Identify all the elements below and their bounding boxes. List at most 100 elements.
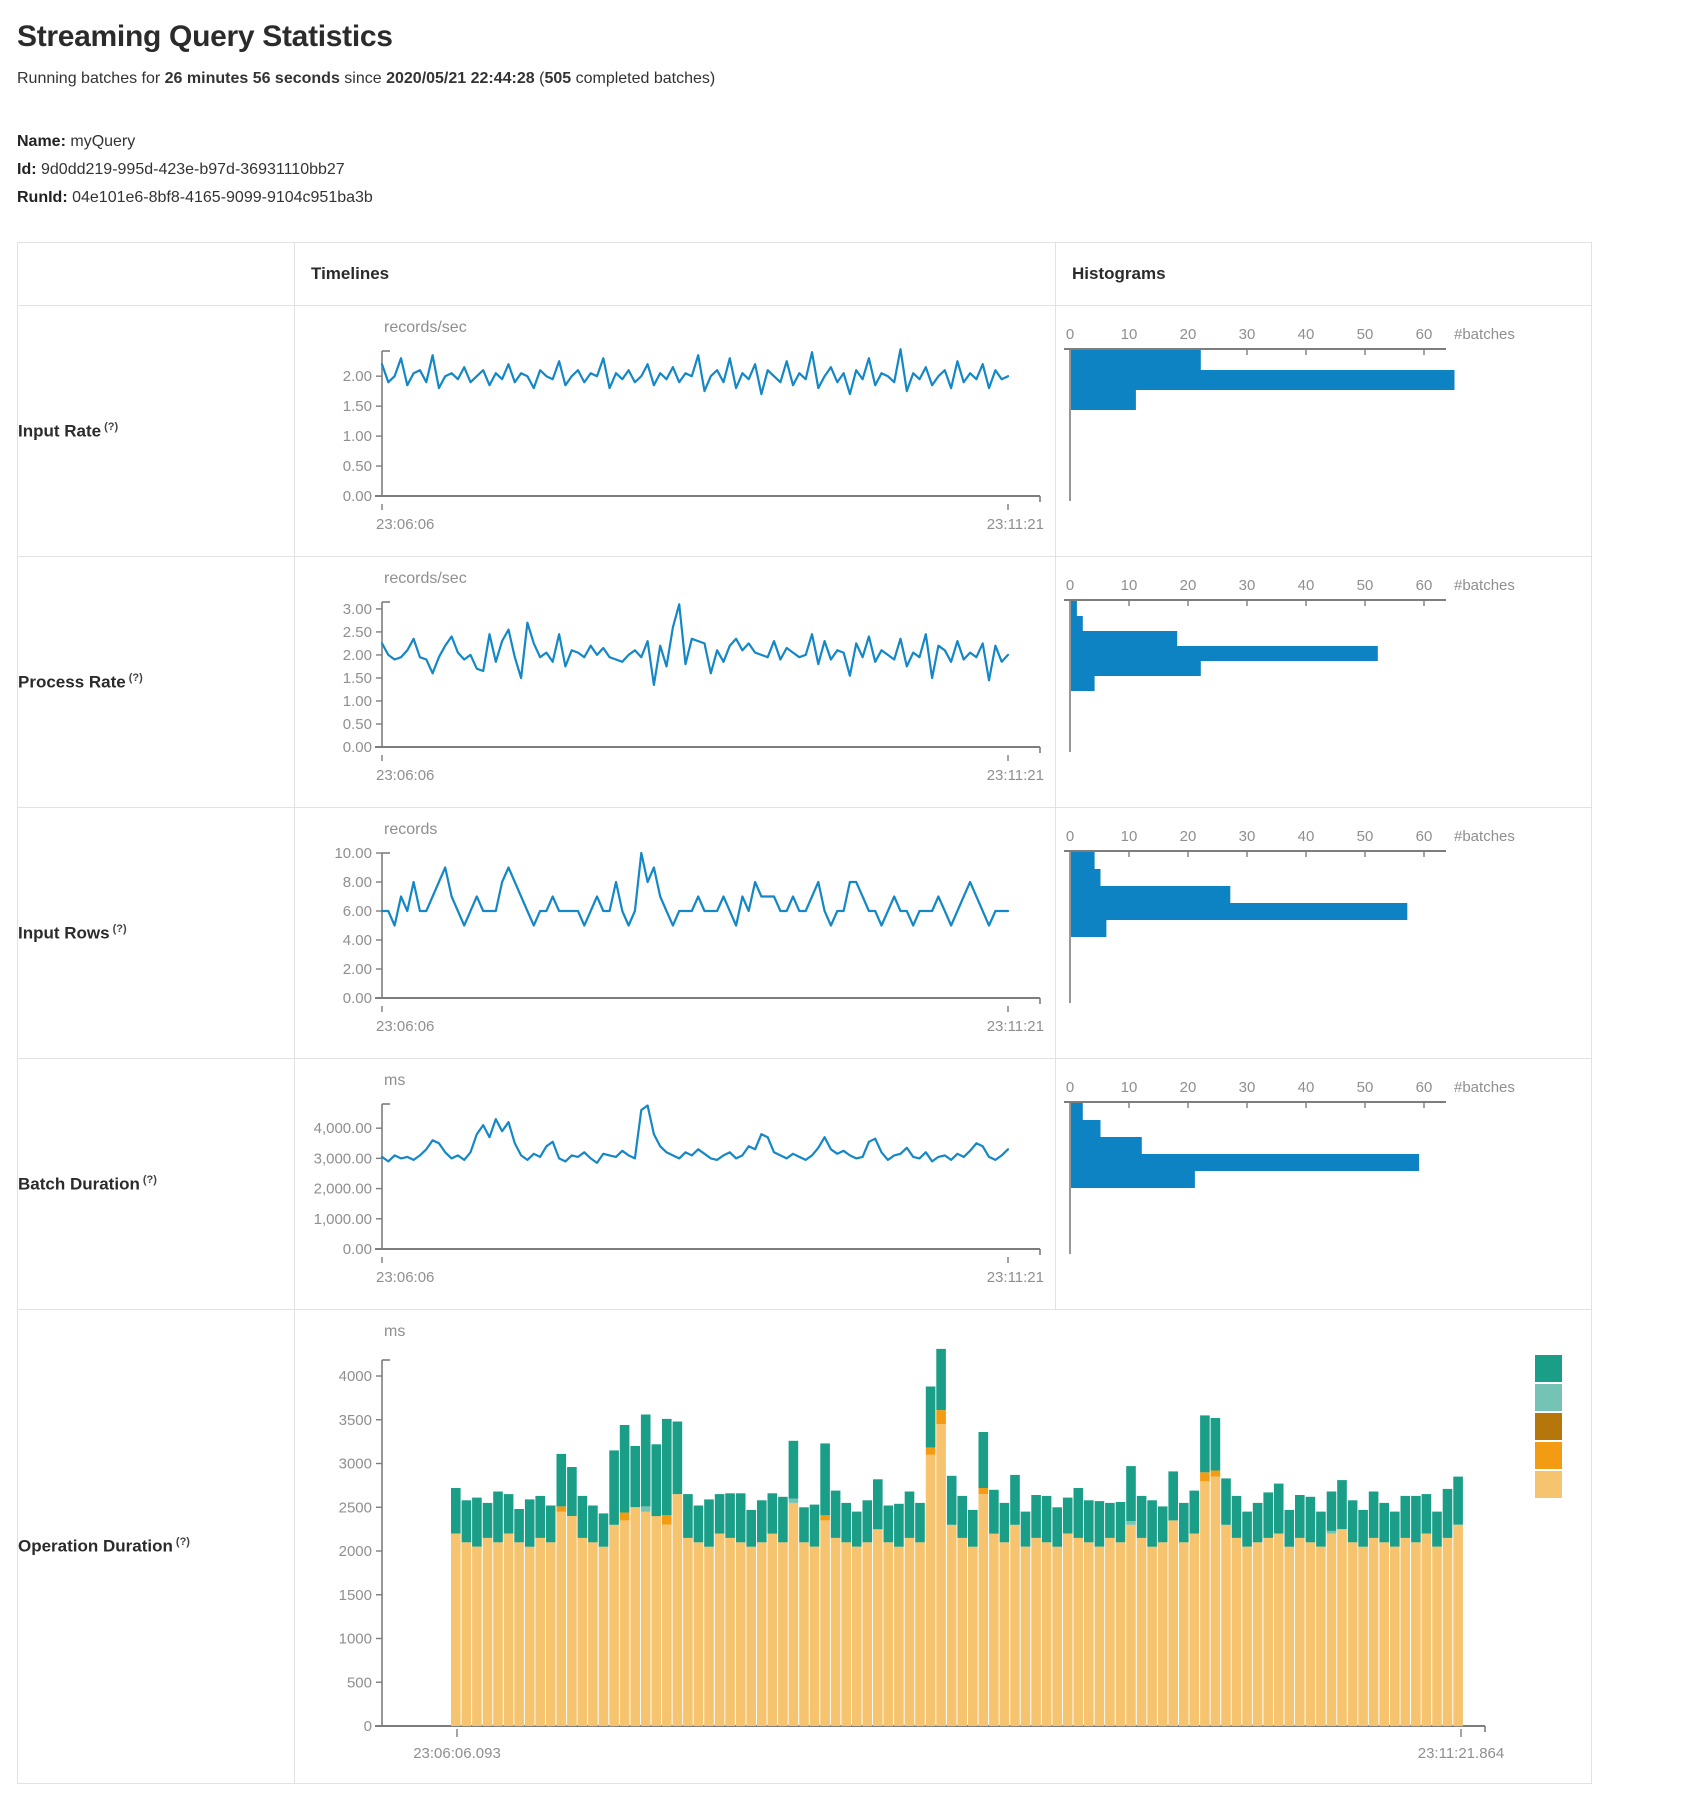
svg-text:3000: 3000 xyxy=(339,1456,372,1473)
svg-text:3.00: 3.00 xyxy=(343,601,372,618)
svg-text:23:06:06: 23:06:06 xyxy=(376,1018,434,1035)
completed-batch-count: 505 xyxy=(544,70,572,87)
input-rate-timeline-cell: records/sec 0.00 0.50 1.00 1.50 2.00 23:06:06 2… xyxy=(294,305,1056,557)
svg-text:40: 40 xyxy=(1298,1079,1315,1096)
page-header: Streaming Query Statistics Running batch… xyxy=(0,0,1693,212)
status-text: ( xyxy=(534,70,545,87)
svg-text:40: 40 xyxy=(1298,828,1315,845)
svg-text:60: 60 xyxy=(1416,326,1433,343)
input-rate-histogram-chart: 0 10 20 30 40 50 60 #batches xyxy=(1064,326,1515,501)
svg-text:20: 20 xyxy=(1180,326,1197,343)
status-text: since xyxy=(339,70,387,87)
svg-text:0.50: 0.50 xyxy=(343,458,372,475)
statistics-table: Timelines Histograms Input Rate (?) recor… xyxy=(17,242,1592,1784)
svg-text:#batches: #batches xyxy=(1454,828,1515,845)
svg-text:23:06:06: 23:06:06 xyxy=(376,516,434,533)
input-rows-help-icon[interactable]: (?) xyxy=(112,922,127,935)
batch-duration-timeline-cell: ms 0.00 1,000.00 2,000.00 3,000.00 4,000.00 23… xyxy=(294,1058,1056,1310)
svg-text:1000: 1000 xyxy=(339,1631,372,1648)
svg-text:20: 20 xyxy=(1180,577,1197,594)
input-rate-label-cell: Input Rate (?) xyxy=(17,305,295,557)
svg-text:1.50: 1.50 xyxy=(343,398,372,415)
svg-text:50: 50 xyxy=(1357,1079,1374,1096)
id-label: Id: xyxy=(17,161,37,178)
start-timestamp: 2020/05/21 22:44:28 xyxy=(386,70,535,87)
svg-text:0: 0 xyxy=(1066,828,1074,845)
svg-text:1.00: 1.00 xyxy=(343,693,372,710)
runid-value: 04e101e6-8bf8-4165-9099-9104c951ba3b xyxy=(72,189,373,206)
svg-text:3500: 3500 xyxy=(339,1412,372,1429)
svg-text:10.00: 10.00 xyxy=(334,845,372,862)
svg-text:23:11:21: 23:11:21 xyxy=(987,767,1044,784)
page-title: Streaming Query Statistics xyxy=(17,20,393,53)
row-label: Process Rate xyxy=(18,672,126,692)
svg-text:20: 20 xyxy=(1180,1079,1197,1096)
svg-text:2.00: 2.00 xyxy=(343,368,372,385)
batch-duration-help-icon[interactable]: (?) xyxy=(142,1173,157,1186)
operation-duration-help-icon[interactable]: (?) xyxy=(175,1536,190,1549)
svg-text:23:06:06.093: 23:06:06.093 xyxy=(413,1745,501,1762)
input-rows-timeline-chart: records 0.00 2.00 4.00 6.00 8.00 10.00 23:06:06… xyxy=(334,821,1044,1035)
svg-text:0.00: 0.00 xyxy=(343,488,372,505)
svg-text:30: 30 xyxy=(1239,326,1256,343)
timelines-column-header: Timelines xyxy=(294,242,1056,306)
svg-text:4000: 4000 xyxy=(339,1368,372,1385)
status-text: Running batches for xyxy=(17,70,165,87)
svg-text:0: 0 xyxy=(1066,577,1074,594)
query-name-line: Name: myQuery xyxy=(17,128,1693,156)
svg-text:1500: 1500 xyxy=(339,1587,372,1604)
batch-duration-label-cell: Batch Duration (?) xyxy=(17,1058,295,1310)
svg-text:records/sec: records/sec xyxy=(384,570,467,587)
svg-text:40: 40 xyxy=(1298,326,1315,343)
svg-text:0.00: 0.00 xyxy=(343,739,372,756)
svg-text:23:06:06: 23:06:06 xyxy=(376,767,434,784)
row-label: Operation Duration xyxy=(18,1536,173,1556)
svg-text:2,000.00: 2,000.00 xyxy=(314,1181,372,1198)
query-metadata: Name: myQuery Id: 9d0dd219-995d-423e-b97… xyxy=(17,128,1693,212)
row-label: Input Rate xyxy=(18,421,102,441)
status-text: completed batches) xyxy=(571,70,716,87)
table-row: Input Rows (?) records 0.00 2.00 4.00 6.00 8.0… xyxy=(17,807,1592,1059)
svg-text:1,000.00: 1,000.00 xyxy=(314,1211,372,1228)
svg-text:23:11:21: 23:11:21 xyxy=(987,1269,1044,1286)
process-rate-histogram-chart: 0 10 20 30 40 50 60 #batches xyxy=(1064,577,1515,752)
running-batches-status: Running batches for 26 minutes 56 second… xyxy=(17,70,1693,88)
svg-text:2.00: 2.00 xyxy=(343,961,372,978)
svg-text:4,000.00: 4,000.00 xyxy=(314,1120,372,1137)
input-rows-timeline-cell: records 0.00 2.00 4.00 6.00 8.00 10.00 23:06:06… xyxy=(294,807,1056,1059)
name-label: Name: xyxy=(17,133,66,150)
input-rate-help-icon[interactable]: (?) xyxy=(104,420,119,433)
svg-text:records: records xyxy=(384,821,437,838)
svg-text:10: 10 xyxy=(1121,326,1138,343)
input-rows-histogram-chart: 0 10 20 30 40 50 60 #batches xyxy=(1064,828,1515,1003)
svg-text:0: 0 xyxy=(1066,326,1074,343)
svg-text:10: 10 xyxy=(1121,828,1138,845)
batch-duration-histogram-chart: 0 10 20 30 40 50 60 #batches xyxy=(1064,1079,1515,1254)
batch-duration-timeline-chart: ms 0.00 1,000.00 2,000.00 3,000.00 4,000.00 23… xyxy=(314,1072,1044,1286)
operation-duration-stacked-chart: ms 0 500 1000 1500 2000 2500 3000 3500 4000 23:06:… xyxy=(339,1323,1562,1762)
svg-text:50: 50 xyxy=(1357,828,1374,845)
svg-text:23:06:06: 23:06:06 xyxy=(376,1269,434,1286)
table-row: Batch Duration (?) ms 0.00 1,000.00 2,000.00… xyxy=(17,1058,1592,1310)
svg-text:40: 40 xyxy=(1298,577,1315,594)
svg-text:0.00: 0.00 xyxy=(343,1241,372,1258)
svg-text:2500: 2500 xyxy=(339,1499,372,1516)
operation-duration-chart-cell: ms 0 500 1000 1500 2000 2500 3000 3500 4000 23:06:… xyxy=(294,1309,1592,1784)
svg-text:2.00: 2.00 xyxy=(343,647,372,664)
svg-text:6.00: 6.00 xyxy=(343,903,372,920)
table-row: Process Rate (?) records/sec 0.00 0.50 1.00 1… xyxy=(17,556,1592,808)
id-value: 9d0dd219-995d-423e-b97d-36931110bb27 xyxy=(41,161,345,178)
svg-text:ms: ms xyxy=(384,1323,405,1340)
run-duration: 26 minutes 56 seconds xyxy=(164,70,340,87)
operation-duration-label-cell: Operation Duration (?) xyxy=(17,1309,295,1784)
svg-text:60: 60 xyxy=(1416,828,1433,845)
svg-text:50: 50 xyxy=(1357,577,1374,594)
input-rate-histogram-cell: 0 10 20 30 40 50 60 #batches xyxy=(1055,305,1592,557)
query-id-line: Id: 9d0dd219-995d-423e-b97d-36931110bb27 xyxy=(17,156,1693,184)
svg-text:30: 30 xyxy=(1239,828,1256,845)
process-rate-help-icon[interactable]: (?) xyxy=(128,671,143,684)
table-row: Input Rate (?) records/sec 0.00 0.50 1.00 1.5… xyxy=(17,305,1592,557)
empty-header-cell xyxy=(17,242,295,306)
table-header-row: Timelines Histograms xyxy=(17,242,1592,306)
svg-text:2.50: 2.50 xyxy=(343,624,372,641)
